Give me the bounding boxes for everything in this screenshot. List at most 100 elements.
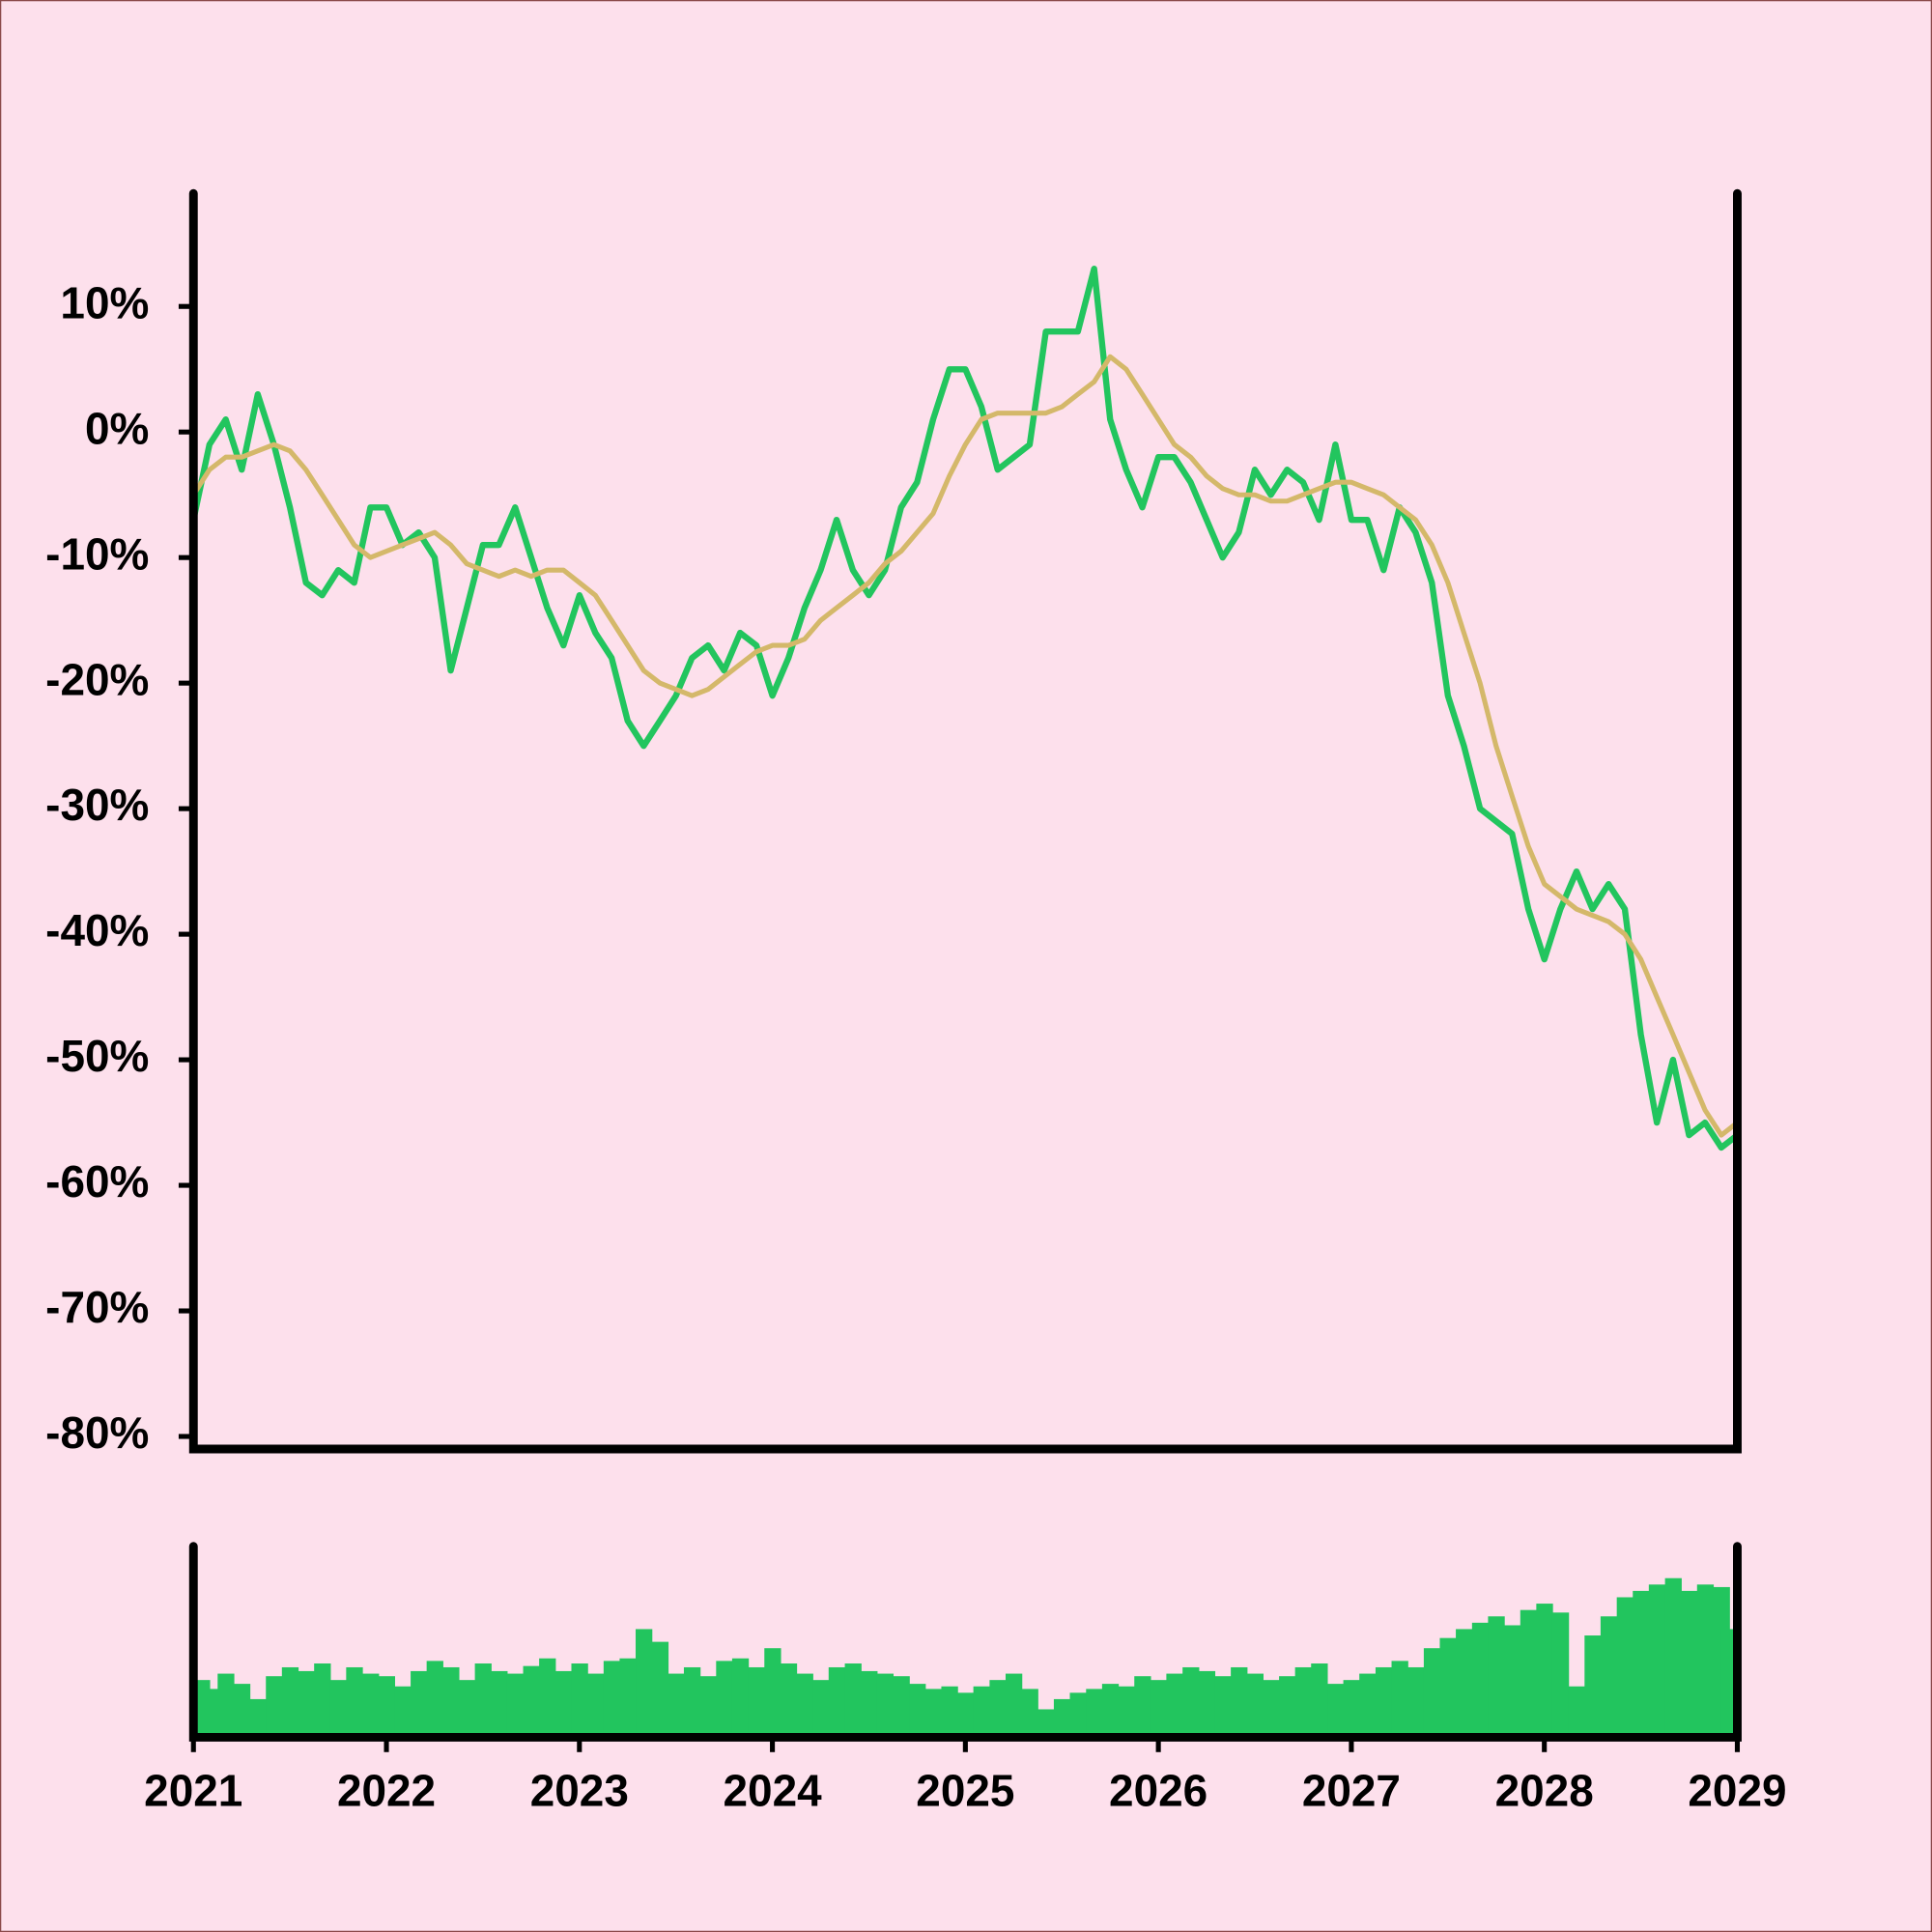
- volume-bar: [459, 1680, 476, 1738]
- volume-bar: [329, 1680, 348, 1738]
- volume-bar: [924, 1689, 942, 1738]
- volume-bar: [1471, 1622, 1490, 1738]
- volume-bar: [636, 1629, 653, 1738]
- volume-bar: [1198, 1670, 1216, 1738]
- y-tick-label: -50%: [45, 1031, 149, 1081]
- volume-bar: [876, 1673, 895, 1738]
- x-tick-label: 2023: [530, 1765, 629, 1815]
- y-tick-label: -30%: [45, 780, 149, 830]
- volume-bar: [731, 1658, 750, 1738]
- y-tick-label: 0%: [85, 403, 149, 453]
- volume-bar: [1021, 1689, 1038, 1738]
- volume-bar: [651, 1641, 669, 1738]
- volume-bar: [603, 1661, 621, 1738]
- volume-bar: [764, 1648, 781, 1738]
- volume-bar: [989, 1680, 1007, 1738]
- line-series: [191, 354, 1740, 1138]
- volume-bar: [539, 1658, 556, 1738]
- volume-bar: [1391, 1661, 1408, 1738]
- volume-bar: [683, 1666, 701, 1738]
- volume-bar: [973, 1686, 990, 1738]
- volume-bar: [506, 1673, 525, 1738]
- x-tick-label: 2025: [916, 1765, 1014, 1815]
- axis-frame: [188, 188, 1742, 1454]
- volume-bar: [1551, 1612, 1570, 1738]
- volume-bar: [1423, 1648, 1441, 1738]
- volume-bar: [571, 1663, 588, 1738]
- volume-bar: [314, 1663, 331, 1738]
- volume-bar: [1664, 1577, 1682, 1738]
- volume-bar: [619, 1658, 637, 1738]
- volume-bar: [668, 1673, 685, 1738]
- volume-bar: [362, 1673, 380, 1738]
- x-tick-label: 2024: [724, 1765, 823, 1815]
- volume-bar: [1311, 1663, 1328, 1738]
- x-tick-label: 2028: [1495, 1765, 1594, 1815]
- volume-bar: [1166, 1673, 1183, 1738]
- volume-bar: [699, 1676, 718, 1738]
- volume-bar: [1327, 1684, 1345, 1738]
- y-tick-label: -20%: [45, 654, 149, 704]
- volume-bar: [1568, 1686, 1586, 1738]
- volume-bar: [1246, 1673, 1264, 1738]
- volume-bar: [844, 1663, 862, 1738]
- volume-bar: [1456, 1629, 1473, 1738]
- volume-bar: [1214, 1676, 1232, 1738]
- line-series: [190, 266, 1740, 1151]
- volume-bar: [217, 1673, 235, 1738]
- volume-bar: [1231, 1666, 1248, 1738]
- volume-bar: [1263, 1680, 1280, 1738]
- volume-bar: [1182, 1666, 1200, 1738]
- volume-bar: [861, 1670, 878, 1738]
- volume-bar: [828, 1666, 846, 1738]
- volume-bar: [378, 1676, 395, 1738]
- volume-bar: [1101, 1684, 1120, 1738]
- volume-bar: [1069, 1692, 1087, 1738]
- volume-bar: [1053, 1698, 1071, 1738]
- volume-bar: [249, 1698, 267, 1738]
- x-tick-label: 2027: [1302, 1765, 1401, 1815]
- volume-bar: [1648, 1584, 1666, 1738]
- volume-bar: [233, 1684, 251, 1738]
- volume-bar: [1134, 1676, 1151, 1738]
- x-tick-label: 2026: [1109, 1765, 1208, 1815]
- volume-bar: [394, 1686, 412, 1738]
- y-tick-label: -70%: [45, 1282, 149, 1332]
- volume-bar: [1375, 1666, 1393, 1738]
- volume-bar: [812, 1680, 830, 1738]
- volume-bar: [298, 1670, 315, 1738]
- volume-bar: [909, 1684, 926, 1738]
- y-tick-label: 10%: [60, 277, 149, 327]
- volume-bar: [1150, 1680, 1168, 1738]
- x-tick-label: 2029: [1688, 1765, 1786, 1815]
- volume-bar: [796, 1673, 813, 1738]
- x-tick-label: 2021: [144, 1765, 242, 1815]
- volume-bar: [941, 1686, 958, 1738]
- volume-bar: [1488, 1616, 1505, 1738]
- volume-bar: [201, 1689, 218, 1738]
- volume-bar: [1600, 1616, 1618, 1738]
- volume-bar: [957, 1692, 975, 1738]
- volume-bar: [1633, 1590, 1650, 1738]
- volume-bar: [1086, 1689, 1103, 1738]
- volume-bar: [1118, 1686, 1135, 1738]
- volume-bar: [1037, 1709, 1055, 1738]
- volume-bar: [716, 1661, 733, 1738]
- volume-bar: [1359, 1673, 1377, 1738]
- volume-bar: [523, 1665, 540, 1738]
- volume-bar: [554, 1670, 573, 1738]
- volume-bar: [346, 1666, 363, 1738]
- volume-bar: [281, 1666, 299, 1738]
- volume-bar: [1520, 1609, 1538, 1738]
- volume-bar: [893, 1676, 910, 1738]
- volume-bar: [1681, 1590, 1698, 1738]
- volume-bar: [1005, 1673, 1023, 1738]
- volume-bar: [1696, 1584, 1715, 1738]
- volume-bar: [1294, 1666, 1312, 1738]
- volume-bar: [266, 1676, 283, 1738]
- volume-bar: [474, 1663, 492, 1738]
- y-tick-label: -80%: [45, 1407, 149, 1458]
- x-tick-label: 2022: [337, 1765, 436, 1815]
- volume-bar: [442, 1666, 460, 1738]
